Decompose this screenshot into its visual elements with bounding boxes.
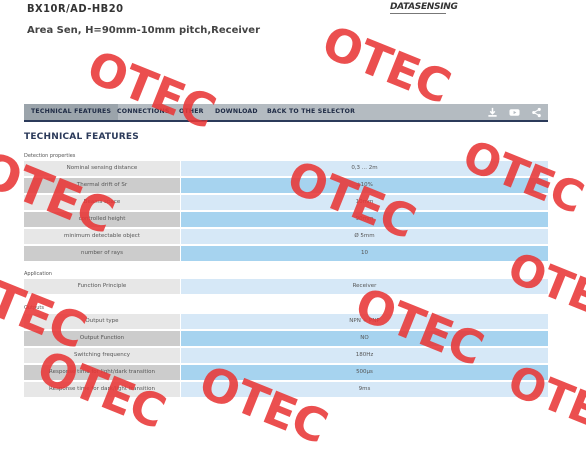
nav-icon-group (487, 106, 542, 118)
tab-technical-features[interactable]: TECHNICAL FEATURES (24, 104, 119, 120)
row-name: Beams space (24, 195, 180, 210)
table-row: number of rays 10 (24, 246, 548, 261)
table-row: Output type NPN + PNP (24, 314, 548, 329)
table-row: Beams space 10mm (24, 195, 548, 210)
row-value: 180Hz (181, 348, 548, 363)
tab-other[interactable]: OTHER (179, 108, 204, 115)
row-name: Switching frequency (24, 348, 180, 363)
table-row: Switching frequency 180Hz (24, 348, 548, 363)
table-row: minimum detectable object Ø 5mm (24, 229, 548, 244)
product-code: BX10R/AD-HB20 (27, 2, 124, 15)
row-value: ±10% (181, 178, 548, 193)
tab-back-to-selector[interactable]: BACK TO THE SELECTOR (267, 108, 356, 115)
row-name: number of rays (24, 246, 180, 261)
row-value: NO (181, 331, 548, 346)
table-row: Thermal drift of Sr ±10% (24, 178, 548, 193)
row-value: Ø 5mm (181, 229, 548, 244)
group-label-application: Application (24, 271, 52, 277)
group-label-detection: Detection properties (24, 153, 76, 159)
row-name: Response time for light/dark transition (24, 365, 180, 380)
row-name: minimum detectable object (24, 229, 180, 244)
row-value: 10mm (181, 195, 548, 210)
row-value: NPN + PNP (181, 314, 548, 329)
section-title: TECHNICAL FEATURES (24, 132, 139, 142)
row-name: Output type (24, 314, 180, 329)
row-name: Nominal sensing distance (24, 161, 180, 176)
row-name: Response time for dark/light transition (24, 382, 180, 397)
table-row: Output Function NO (24, 331, 548, 346)
row-value: 90mm (181, 212, 548, 227)
row-name: Output Function (24, 331, 180, 346)
table-row: Response time for dark/light transition … (24, 382, 548, 397)
row-name: Function Principle (24, 279, 180, 294)
product-subtitle: Area Sen, H=90mm-10mm pitch,Receiver (27, 25, 261, 36)
page-header: BX10R/AD-HB20 DATASENSING Area Sen, H=90… (0, 0, 586, 60)
tab-download[interactable]: DOWNLOAD (215, 108, 258, 115)
row-value: Receiver (181, 279, 548, 294)
table-row: controlled height 90mm (24, 212, 548, 227)
share-icon[interactable] (531, 107, 542, 118)
brand-logo: DATASENSING (390, 2, 458, 14)
download-icon[interactable] (487, 107, 498, 118)
table-row: Nominal sensing distance 0,3 ... 2m (24, 161, 548, 176)
table-row: Function Principle Receiver (24, 279, 548, 294)
row-value: 0,3 ... 2m (181, 161, 548, 176)
product-tab-bar: TECHNICAL FEATURES CONNECTIONS OTHER DOW… (24, 104, 548, 122)
youtube-icon[interactable] (509, 107, 520, 118)
row-value: 9ms (181, 382, 548, 397)
group-label-outputs: Outputs (24, 305, 44, 311)
row-value: 500µs (181, 365, 548, 380)
brand-name: DATASENSING (390, 2, 458, 12)
row-value: 10 (181, 246, 548, 261)
table-row: Response time for light/dark transition … (24, 365, 548, 380)
row-name: controlled height (24, 212, 180, 227)
tab-connections[interactable]: CONNECTIONS (117, 108, 170, 115)
row-name: Thermal drift of Sr (24, 178, 180, 193)
brand-underline (390, 13, 446, 14)
